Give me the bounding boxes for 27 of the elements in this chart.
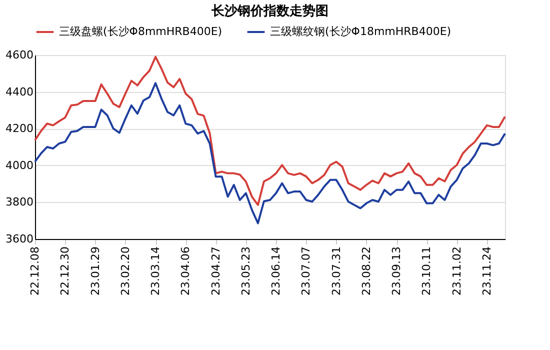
y-tick-label: 4000: [6, 158, 34, 172]
x-tick-label: 23.05.23: [239, 246, 252, 296]
x-tick-label: 23.06.14: [270, 246, 283, 296]
x-tick-label: 23.07.31: [330, 246, 343, 296]
line-series: [34, 56, 506, 206]
x-tick-label: 22.12.30: [58, 246, 72, 296]
x-tick-label: 23.08.22: [360, 246, 373, 296]
x-tick-label: 23.10.11: [420, 246, 434, 296]
line-series: [34, 82, 506, 224]
x-tick-label: 23.11.02: [450, 246, 464, 296]
y-tick-label: 4400: [6, 85, 34, 98]
x-tick-label: 23.01.29: [88, 246, 102, 296]
x-tick-label: 23.04.27: [209, 246, 222, 296]
y-tick-label: 3800: [6, 196, 34, 209]
y-tick-label: 4200: [6, 122, 34, 136]
y-tick-label: 4600: [6, 48, 34, 62]
legend-label: 三级螺纹钢(长沙Φ18mmHRB400E): [270, 25, 452, 38]
y-tick-label: 3600: [6, 232, 34, 246]
x-tick-label: 23.02.20: [118, 246, 132, 296]
x-tick-label: 22.12.08: [28, 246, 42, 296]
legend-label: 三级盘螺(长沙Φ8mmHRB400E): [59, 25, 222, 38]
chart-title: 长沙钢价指数走势图: [210, 3, 328, 19]
x-tick-label: 23.09.13: [390, 246, 404, 296]
x-tick-label: 23.07.07: [300, 246, 313, 296]
x-tick-label: 23.03.14: [149, 246, 162, 296]
x-tick-label: 23.04.06: [179, 246, 192, 296]
x-tick-label: 23.11.24: [480, 246, 494, 296]
